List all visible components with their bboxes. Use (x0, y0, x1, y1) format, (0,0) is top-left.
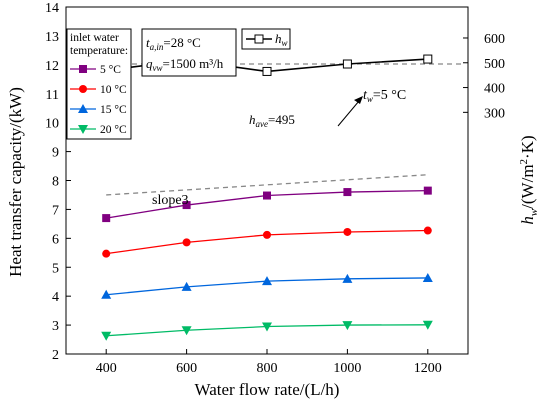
data-point (422, 320, 433, 330)
data-point (101, 289, 112, 299)
y-tick-label: 2 (52, 348, 59, 363)
data-point (101, 331, 112, 341)
condition-inlet-air-temperature: ta,in=28 °C (146, 35, 201, 52)
annotation-slope: slope3 (152, 193, 189, 208)
y2-tick-label: 400 (484, 82, 505, 97)
data-point (422, 272, 433, 282)
y2-tick-label: 300 (484, 106, 505, 121)
y-tick-label: 3 (52, 319, 59, 334)
data-point (102, 214, 111, 223)
legend-entry-marker (78, 104, 88, 113)
y-tick-label: 7 (52, 203, 59, 218)
data-point (262, 322, 272, 332)
y-tick-label: 11 (46, 88, 59, 103)
y-tick-label: 6 (52, 232, 59, 247)
legend-hw-marker (254, 34, 264, 44)
legend-hw-label: hw (275, 31, 288, 48)
data-point (423, 54, 433, 64)
y-tick-label: 4 (52, 290, 59, 305)
legend-entry-label: 10 °C (100, 84, 127, 96)
tw-arrow-line (337, 100, 360, 127)
y-tick-label: 8 (52, 175, 59, 190)
y-axis-title: Heat transfer capacity/(kW) (6, 87, 25, 277)
data-point (181, 281, 192, 291)
conditions-box: ta,in=28 °C qvw=1500 m³/h (141, 28, 237, 77)
data-point (263, 191, 271, 200)
y2-axis-title: hw/(W/m2·K) (518, 135, 540, 224)
data-point (423, 226, 432, 235)
data-point (423, 186, 432, 195)
x-tick-label: 400 (96, 361, 117, 376)
legend-title-line1: inlet water (70, 32, 119, 44)
tw-arrow-head (354, 96, 363, 104)
data-point (342, 273, 353, 283)
legend-hw: hw (241, 28, 291, 50)
legend-temperature: inlet water temperature: 5 °C 10 °C 15 °C 2… (66, 28, 132, 140)
legend-entry-marker (79, 65, 87, 73)
y2-axis-ticks: 300 400 500 600 (463, 32, 505, 121)
data-point (181, 326, 192, 336)
legend-entry-marker (78, 125, 88, 134)
legend-entry-label: 15 °C (100, 104, 127, 116)
x-axis-ticks: 400 600 800 1000 1200 (96, 349, 442, 376)
y-tick-label: 5 (52, 261, 59, 276)
legend-entry-label: 5 °C (100, 64, 121, 76)
data-point (182, 201, 191, 210)
data-point (262, 66, 272, 76)
data-point (262, 276, 272, 286)
legend-entry-marker (79, 85, 87, 93)
x-tick-label: 1200 (414, 361, 442, 376)
x-axis-title: Water flow rate/(L/h) (195, 380, 340, 399)
y-axis-ticks: 2 3 4 5 6 7 8 9 10 11 12 13 14 (45, 1, 71, 363)
data-point (343, 188, 352, 197)
annotation-tw: tw=5 °C (337, 88, 406, 127)
y-tick-label: 10 (45, 117, 59, 132)
y-tick-label: 13 (45, 30, 59, 45)
y2-tick-label: 600 (484, 32, 505, 47)
data-point (102, 249, 111, 258)
annotation-h-ave: have=495 (249, 112, 295, 129)
tw-label: tw=5 °C (363, 88, 406, 104)
x-tick-label: 1000 (333, 361, 361, 376)
data-point (263, 230, 271, 239)
y2-tick-label: 500 (484, 57, 505, 72)
legend-entry-label: 20 °C (100, 124, 127, 136)
data-point (342, 321, 353, 331)
x-tick-label: 800 (257, 361, 278, 376)
data-point (342, 59, 352, 69)
series-group (101, 54, 433, 341)
conditions-frame (141, 28, 237, 77)
legend-entries: 5 °C 10 °C 15 °C 20 °C (70, 64, 127, 136)
condition-water-flow: qvw=1500 m³/h (146, 56, 224, 73)
data-point (182, 238, 191, 247)
legend-title-line2: temperature: (70, 45, 128, 57)
y-tick-label: 12 (45, 59, 59, 74)
x-tick-label: 600 (176, 361, 197, 376)
y-tick-label: 14 (45, 1, 59, 16)
legend-box (66, 28, 132, 140)
data-point (343, 227, 352, 236)
y-tick-label: 9 (52, 146, 59, 161)
